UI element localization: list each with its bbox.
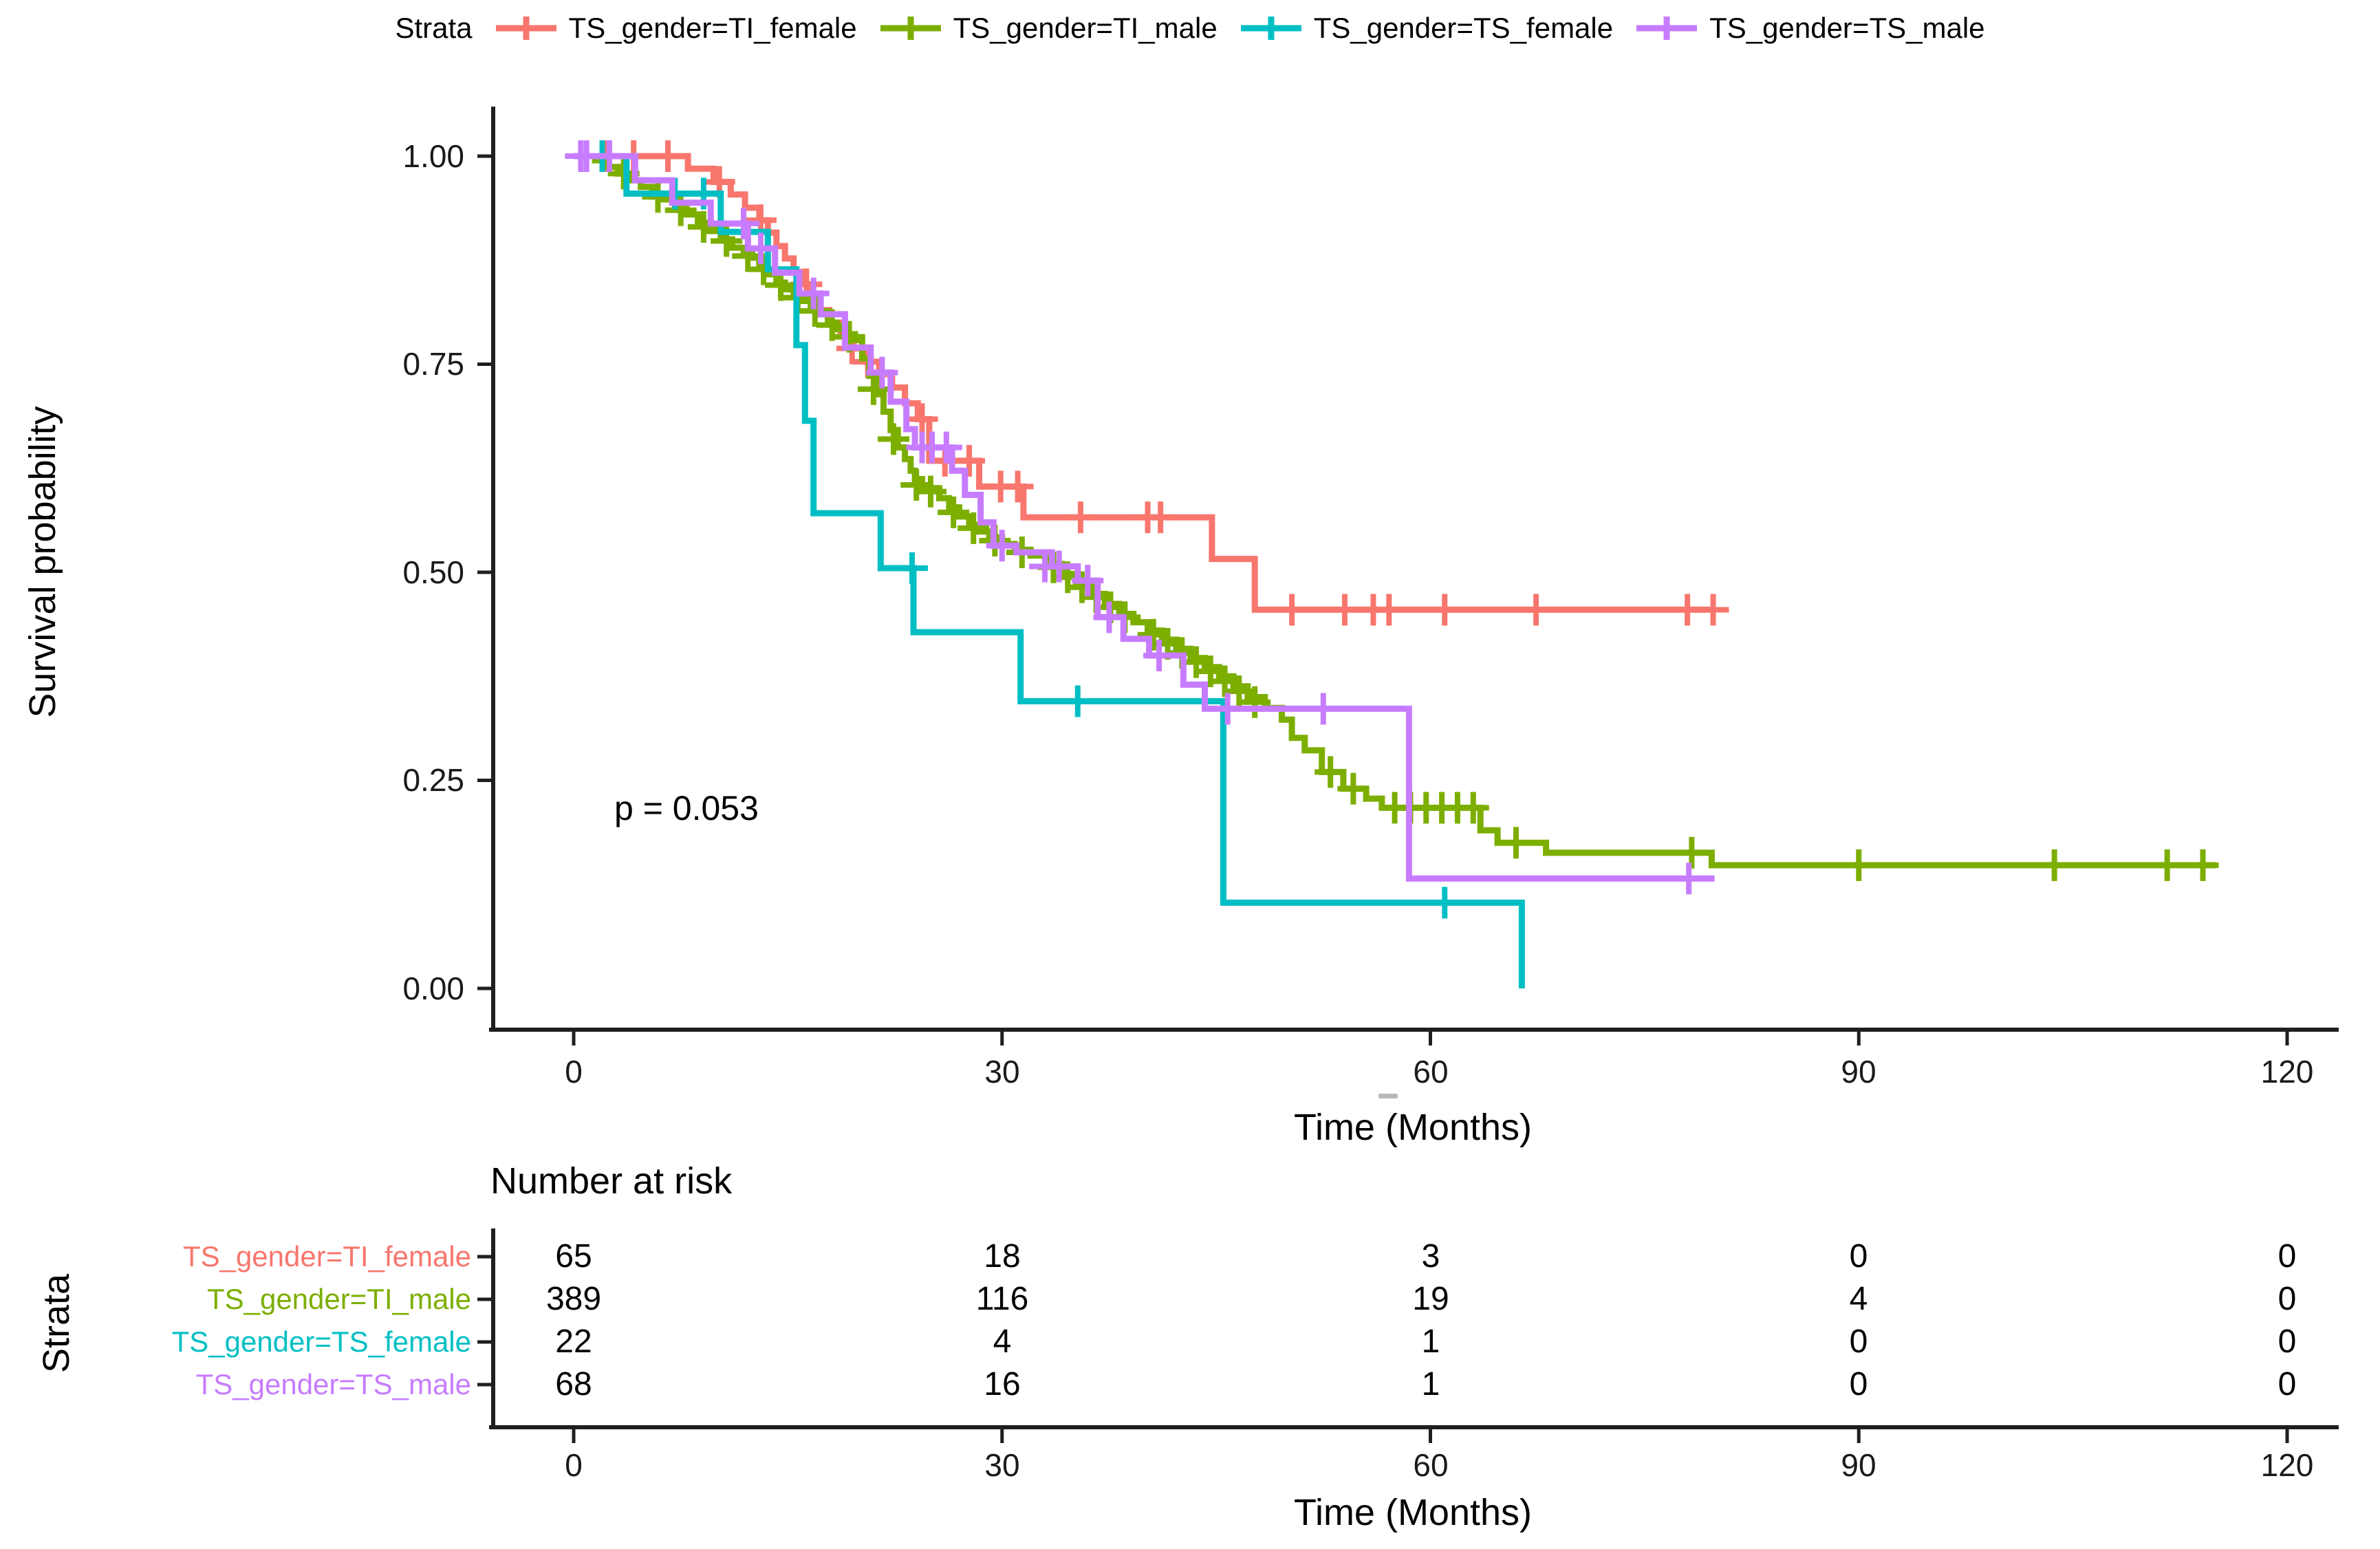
legend-item-ti-male: TS_gender=TI_male <box>878 12 1218 45</box>
risk-cell: 0 <box>2278 1281 2297 1317</box>
risk-cell: 68 <box>555 1366 592 1402</box>
x-tick-30: 30 <box>984 1054 1020 1090</box>
censor-line-icon <box>495 17 556 40</box>
y-tick-0.25: 0.25 <box>402 762 464 798</box>
risk-cell: 16 <box>984 1366 1021 1402</box>
legend-item-label: TS_gender=TS_male <box>1709 12 1985 44</box>
risk-cell: 0 <box>2278 1366 2297 1402</box>
risk-x-tick-60: 60 <box>1413 1447 1449 1483</box>
risk-cell: 65 <box>555 1238 592 1275</box>
censor-line-icon <box>1636 17 1698 40</box>
x-tick-60: 60 <box>1413 1054 1449 1090</box>
risk-cell: 3 <box>1421 1238 1440 1275</box>
risk-cell: 389 <box>545 1281 602 1317</box>
legend: Strata TS_gender=TI_female TS_gender=TI_… <box>0 4 2380 52</box>
risk-x-tick-30: 30 <box>984 1447 1020 1483</box>
censor-line-icon <box>1240 17 1301 40</box>
risk-table-title: Number at risk <box>490 1160 733 1202</box>
risk-x-tick-120: 120 <box>2260 1447 2314 1483</box>
x-tick-0: 0 <box>565 1054 583 1090</box>
censor-line-icon <box>880 17 941 40</box>
risk-cell: 22 <box>555 1323 592 1360</box>
legend-title: Strata <box>395 12 473 44</box>
y-tick-0.75: 0.75 <box>402 346 464 382</box>
risk-row-label: TS_gender=TS_male <box>195 1368 471 1400</box>
risk-cell: 4 <box>1849 1281 1868 1317</box>
risk-row-label: TS_gender=TI_male <box>206 1283 471 1315</box>
risk-cell: 19 <box>1412 1281 1449 1317</box>
risk-x-axis-title: Time (Months) <box>1293 1492 1533 1533</box>
p-value-annotation: p = 0.053 <box>614 789 759 827</box>
risk-cell: 0 <box>1849 1323 1868 1360</box>
risk-row-label: TS_gender=TI_female <box>182 1240 471 1272</box>
legend-item-label: TS_gender=TI_female <box>568 12 857 44</box>
risk-cell: 0 <box>1849 1366 1868 1402</box>
x-tick-120: 120 <box>2260 1054 2314 1090</box>
risk-cell: 0 <box>1849 1238 1868 1275</box>
risk-cell: 1 <box>1421 1323 1440 1360</box>
risk-x-tick-90: 90 <box>1841 1447 1876 1483</box>
legend-item-ti-female: TS_gender=TI_female <box>493 12 857 45</box>
x-tick-90: 90 <box>1841 1054 1876 1090</box>
y-tick-0.50: 0.50 <box>402 554 464 590</box>
risk-cell: 4 <box>993 1323 1012 1360</box>
legend-item-ts-female: TS_gender=TS_female <box>1238 12 1613 45</box>
y-tick-1.00: 1.00 <box>402 138 464 174</box>
x-axis-title: Time (Months) <box>1293 1107 1533 1148</box>
risk-row-label: TS_gender=TS_female <box>171 1325 471 1358</box>
risk-x-tick-0: 0 <box>565 1447 583 1483</box>
legend-item-label: TS_gender=TS_female <box>1313 12 1614 44</box>
risk-cell: 116 <box>975 1281 1029 1317</box>
risk-cell: 1 <box>1421 1366 1440 1402</box>
risk-cell: 0 <box>2278 1238 2297 1275</box>
y-tick-0.00: 0.00 <box>402 971 464 1006</box>
legend-item-ts-male: TS_gender=TS_male <box>1634 12 1985 45</box>
risk-cell: 0 <box>2278 1323 2297 1360</box>
risk-cell: 18 <box>984 1238 1021 1275</box>
legend-item-label: TS_gender=TI_male <box>953 12 1218 44</box>
y-axis-title: Survival probability <box>22 406 63 718</box>
stray-dash <box>1378 1094 1398 1098</box>
